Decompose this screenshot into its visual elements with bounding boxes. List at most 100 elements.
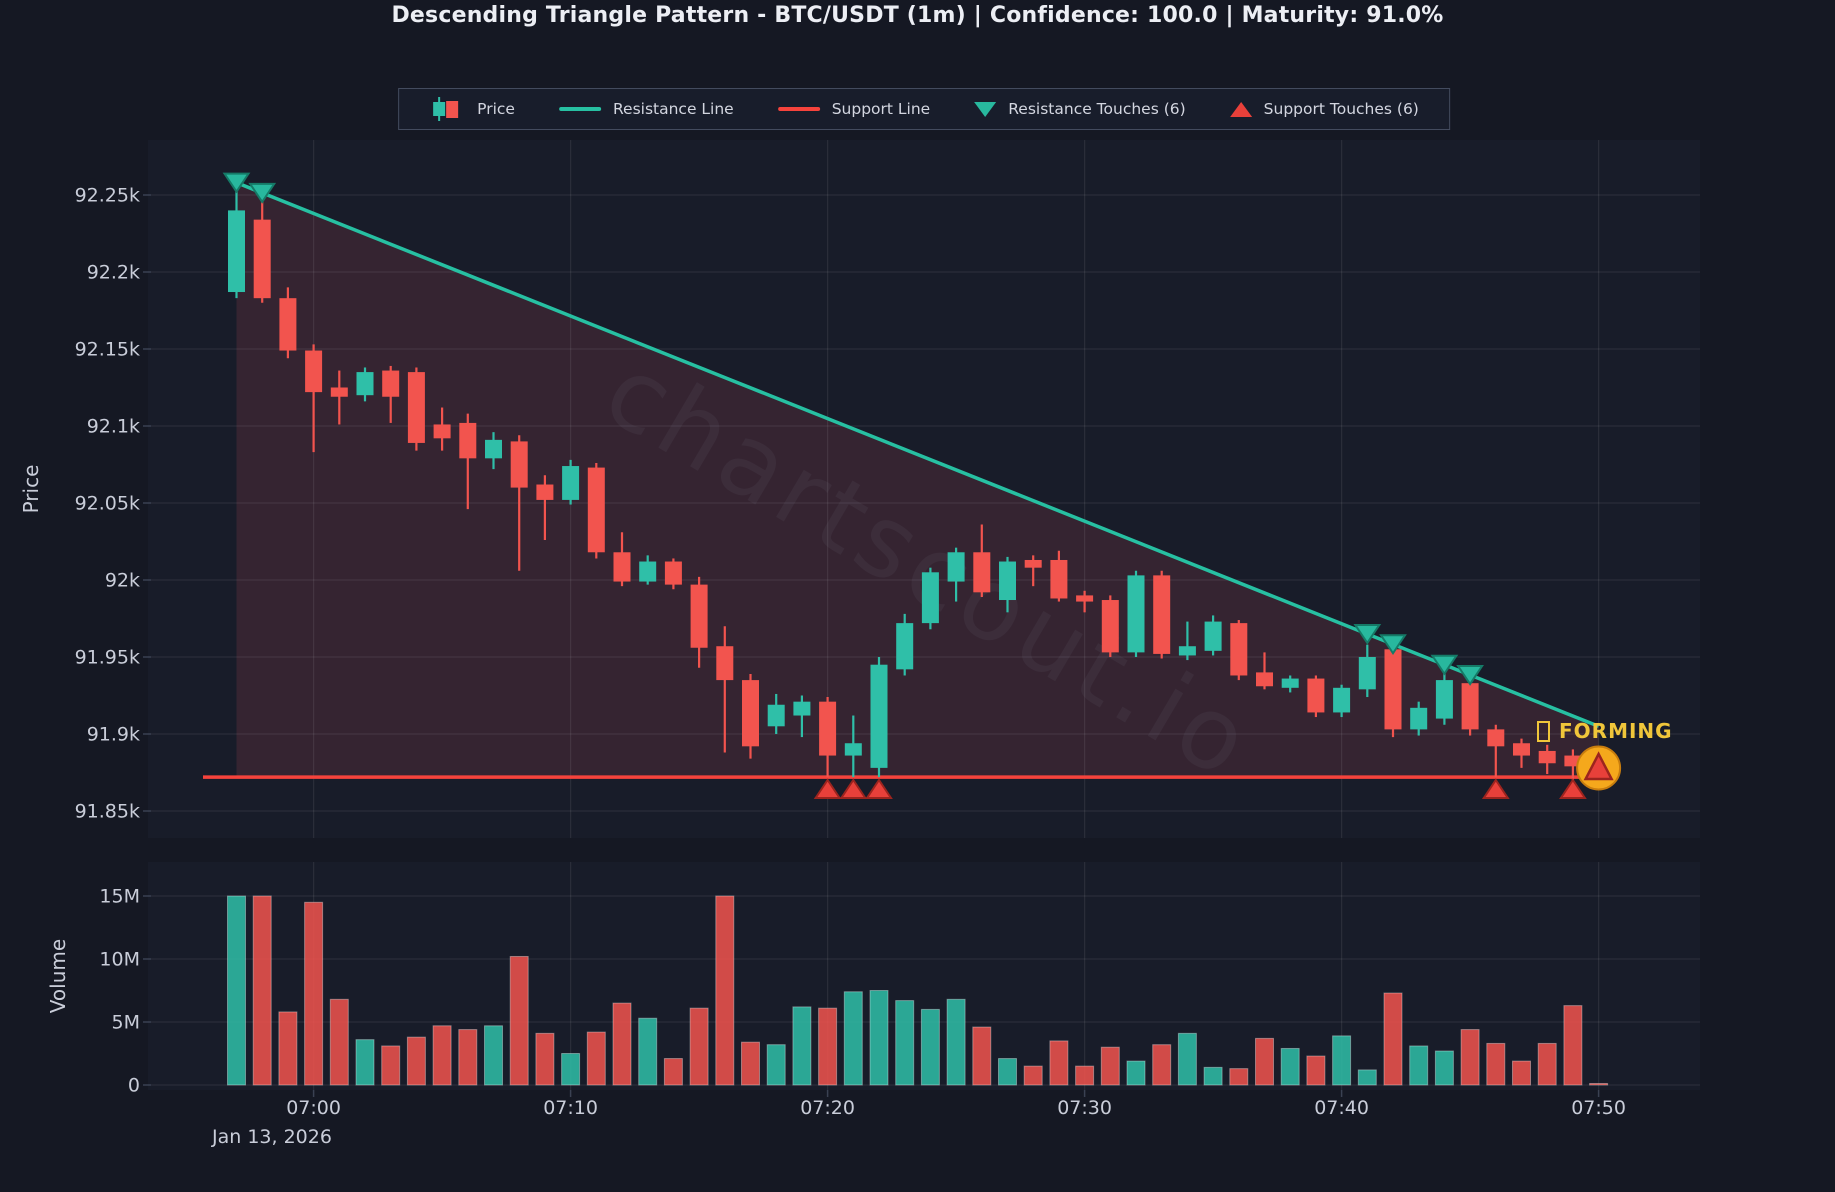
candle-body <box>1358 657 1376 690</box>
price-tick-label: 92.25k <box>75 185 140 207</box>
candle-body <box>896 623 914 670</box>
candle-body <box>1538 750 1556 764</box>
candle-body <box>870 664 888 768</box>
candle <box>1256 652 1273 690</box>
resistance-touch-marker <box>1430 654 1459 676</box>
volume-bar <box>946 998 966 1086</box>
candle <box>330 370 348 425</box>
candle-body <box>844 743 862 756</box>
volume-bar <box>1332 1035 1352 1086</box>
candle <box>1384 643 1402 738</box>
support-touch-icon <box>1229 101 1252 117</box>
candle-body <box>305 350 323 393</box>
candle-body <box>947 552 965 582</box>
candle-body <box>485 439 502 459</box>
volume-bar <box>715 895 735 1086</box>
price-axis-title: Price <box>19 464 43 514</box>
volume-bar <box>278 1011 298 1086</box>
candle-body <box>1564 755 1582 767</box>
candle <box>1230 620 1248 681</box>
legend-item-resistance-line: Resistance Line <box>558 100 734 118</box>
candle-body <box>382 370 400 397</box>
candle <box>1101 595 1119 657</box>
candle <box>1513 738 1530 768</box>
candle <box>1410 701 1428 736</box>
price-tick-label: 92.2k <box>87 262 140 284</box>
volume-bar <box>1229 1068 1249 1086</box>
volume-bar <box>741 1041 760 1086</box>
volume-bar <box>920 1008 940 1086</box>
candle <box>716 626 734 753</box>
candle-body <box>510 441 528 488</box>
volume-bar <box>1383 992 1403 1086</box>
candle-body <box>819 701 837 756</box>
legend-label: Support Line <box>831 100 931 118</box>
candle <box>1358 644 1376 698</box>
candle <box>433 407 451 451</box>
candle <box>819 697 837 778</box>
candle <box>587 462 605 559</box>
candle <box>639 555 657 585</box>
volume-bar <box>869 990 889 1086</box>
candle <box>1538 744 1556 775</box>
volume-bar <box>818 1007 838 1086</box>
candle <box>356 367 374 402</box>
candle <box>613 532 631 587</box>
volume-bar <box>1537 1042 1557 1086</box>
volume-bar <box>561 1053 581 1086</box>
candle-body <box>356 372 374 396</box>
time-tick-label: 07:40 <box>1314 1097 1369 1119</box>
volume-bar <box>1023 1065 1043 1086</box>
price-tick-label: 92.15k <box>75 339 140 361</box>
volume-bar <box>1100 1046 1120 1086</box>
volume-bar <box>1460 1029 1480 1086</box>
legend-item-resistance-touches: Resistance Touches (6) <box>974 100 1186 118</box>
volume-bar <box>689 1007 709 1086</box>
candle <box>947 547 965 602</box>
forming-touch-marker <box>1576 745 1622 791</box>
legend-label: Resistance Touches (6) <box>1008 100 1186 118</box>
candle-body <box>716 646 734 681</box>
volume-bars <box>227 895 1609 1086</box>
candle <box>999 556 1016 613</box>
time-tick-label: 07:00 <box>286 1097 341 1119</box>
touch-markers <box>222 172 1622 799</box>
legend-item-support-line: Support Line <box>777 100 931 118</box>
price-tick-label: 91.85k <box>75 801 140 823</box>
candle-body <box>1513 743 1530 756</box>
candle-body <box>407 372 425 443</box>
candle-body <box>1333 687 1351 713</box>
candle <box>973 524 991 597</box>
candle-body <box>228 210 245 293</box>
volume-bar <box>612 1002 632 1086</box>
volume-bar <box>355 1039 375 1086</box>
volume-bar <box>535 1032 555 1086</box>
volume-bar <box>1203 1066 1223 1086</box>
volume-tick-label: 10M <box>99 949 140 971</box>
volume-bar <box>1280 1047 1300 1086</box>
volume-bar <box>509 955 529 1086</box>
price-tick-label: 91.9k <box>87 724 140 746</box>
volume-bar <box>1075 1065 1095 1086</box>
candle <box>459 413 477 510</box>
volume-bar <box>663 1058 683 1086</box>
candle-body <box>639 561 657 582</box>
support-touch-triangle <box>1583 751 1614 781</box>
candles <box>228 182 1608 784</box>
price-tick-label: 92.1k <box>87 416 140 438</box>
candle <box>844 715 862 778</box>
legend-label: Price <box>477 100 515 118</box>
candle <box>1435 666 1453 725</box>
support-touch-marker <box>1481 778 1510 799</box>
candle-body <box>279 298 297 351</box>
candle-body <box>793 701 811 716</box>
volume-bar <box>1563 1005 1583 1086</box>
volume-bar <box>1434 1050 1454 1086</box>
candle <box>1333 684 1351 718</box>
axis-labels: 92.25k 92.2k 92.15k 92.1k 92.05k 92k 91.95k 91.… <box>75 185 1626 1120</box>
volume-tick-label: 15M <box>99 886 140 908</box>
candle <box>407 367 425 451</box>
price-tick-label: 91.95k <box>75 647 140 669</box>
candle-body <box>1050 559 1068 599</box>
